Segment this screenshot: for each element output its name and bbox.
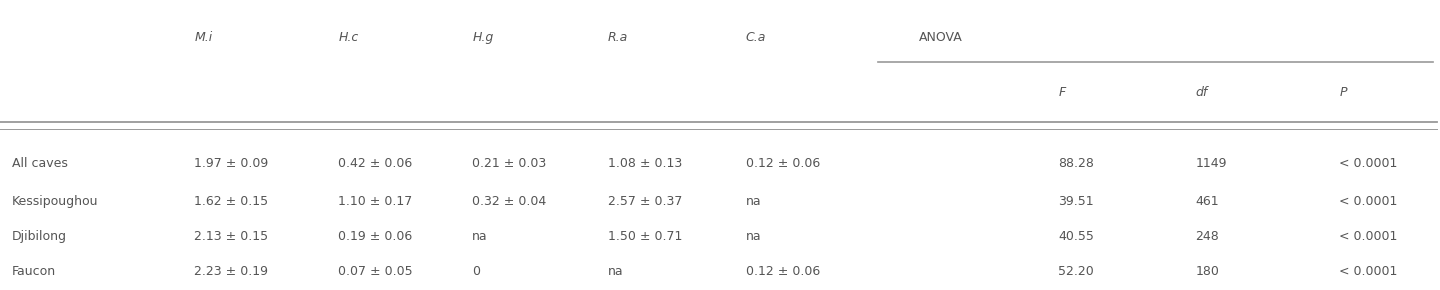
Text: 1.50 ± 0.71: 1.50 ± 0.71 bbox=[608, 230, 683, 243]
Text: 52.20: 52.20 bbox=[1058, 265, 1094, 278]
Text: Kessipoughou: Kessipoughou bbox=[12, 195, 98, 208]
Text: 0.32 ± 0.04: 0.32 ± 0.04 bbox=[472, 195, 547, 208]
Text: 1.10 ± 0.17: 1.10 ± 0.17 bbox=[338, 195, 413, 208]
Text: Djibilong: Djibilong bbox=[12, 230, 66, 243]
Text: 2.13 ± 0.15: 2.13 ± 0.15 bbox=[194, 230, 268, 243]
Text: 0.21 ± 0.03: 0.21 ± 0.03 bbox=[472, 157, 547, 170]
Text: H.c: H.c bbox=[338, 31, 359, 44]
Text: 0.07 ± 0.05: 0.07 ± 0.05 bbox=[338, 265, 413, 278]
Text: na: na bbox=[746, 230, 762, 243]
Text: P: P bbox=[1339, 86, 1346, 99]
Text: na: na bbox=[746, 195, 762, 208]
Text: 461: 461 bbox=[1195, 195, 1218, 208]
Text: 1.08 ± 0.13: 1.08 ± 0.13 bbox=[608, 157, 683, 170]
Text: na: na bbox=[472, 230, 488, 243]
Text: All caves: All caves bbox=[12, 157, 68, 170]
Text: 2.23 ± 0.19: 2.23 ± 0.19 bbox=[194, 265, 268, 278]
Text: 1149: 1149 bbox=[1195, 157, 1227, 170]
Text: < 0.0001: < 0.0001 bbox=[1339, 195, 1398, 208]
Text: 180: 180 bbox=[1195, 265, 1220, 278]
Text: 248: 248 bbox=[1195, 230, 1218, 243]
Text: H.g: H.g bbox=[472, 31, 494, 44]
Text: < 0.0001: < 0.0001 bbox=[1339, 265, 1398, 278]
Text: F: F bbox=[1058, 86, 1066, 99]
Text: 2.57 ± 0.37: 2.57 ± 0.37 bbox=[608, 195, 683, 208]
Text: 40.55: 40.55 bbox=[1058, 230, 1094, 243]
Text: Faucon: Faucon bbox=[12, 265, 56, 278]
Text: M.i: M.i bbox=[194, 31, 213, 44]
Text: df: df bbox=[1195, 86, 1208, 99]
Text: na: na bbox=[608, 265, 624, 278]
Text: 0.19 ± 0.06: 0.19 ± 0.06 bbox=[338, 230, 413, 243]
Text: ANOVA: ANOVA bbox=[919, 31, 962, 44]
Text: 88.28: 88.28 bbox=[1058, 157, 1094, 170]
Text: < 0.0001: < 0.0001 bbox=[1339, 157, 1398, 170]
Text: 1.62 ± 0.15: 1.62 ± 0.15 bbox=[194, 195, 268, 208]
Text: 0.42 ± 0.06: 0.42 ± 0.06 bbox=[338, 157, 413, 170]
Text: 1.97 ± 0.09: 1.97 ± 0.09 bbox=[194, 157, 269, 170]
Text: C.a: C.a bbox=[746, 31, 766, 44]
Text: 0: 0 bbox=[472, 265, 481, 278]
Text: 0.12 ± 0.06: 0.12 ± 0.06 bbox=[746, 157, 821, 170]
Text: R.a: R.a bbox=[608, 31, 628, 44]
Text: < 0.0001: < 0.0001 bbox=[1339, 230, 1398, 243]
Text: 39.51: 39.51 bbox=[1058, 195, 1094, 208]
Text: 0.12 ± 0.06: 0.12 ± 0.06 bbox=[746, 265, 821, 278]
